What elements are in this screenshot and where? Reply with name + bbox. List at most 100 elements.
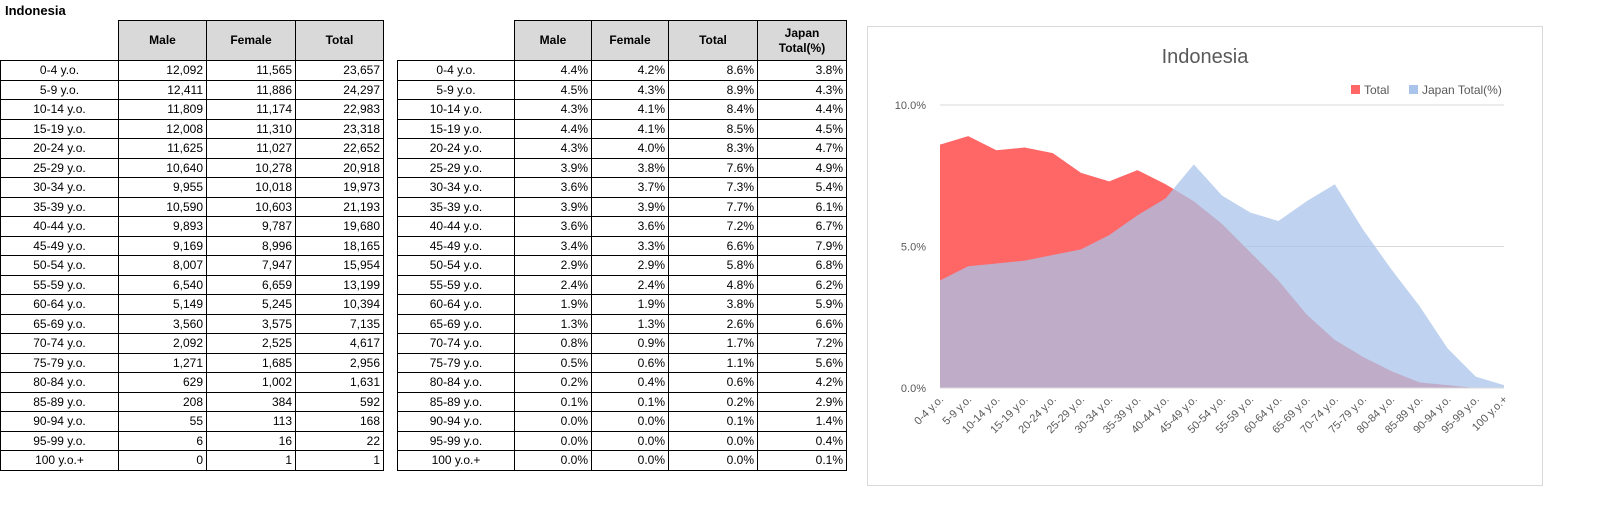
total-cell: 21,193: [295, 196, 384, 217]
header-female: Female: [591, 20, 669, 61]
table-row: 30-34 y.o. 9,955 10,018 19,973: [0, 177, 384, 198]
male-cell: 0.1%: [514, 391, 592, 412]
table-row: 100 y.o.+ 0.0% 0.0% 0.0% 0.1%: [397, 450, 847, 471]
age-label-cell: 85-89 y.o.: [397, 391, 515, 412]
female-cell: 0.0%: [591, 411, 669, 432]
japan-total-cell: 6.7%: [757, 216, 847, 237]
table-row: 55-59 y.o. 2.4% 2.4% 4.8% 6.2%: [397, 274, 847, 295]
japan-total-cell: 4.3%: [757, 79, 847, 100]
table-row: 10-14 y.o. 11,809 11,174 22,983: [0, 99, 384, 120]
male-cell: 3.4%: [514, 235, 592, 256]
age-label-cell: 60-64 y.o.: [397, 294, 515, 315]
male-cell: 55: [118, 411, 207, 432]
table-row: 85-89 y.o. 0.1% 0.1% 0.2% 2.9%: [397, 391, 847, 412]
male-cell: 12,008: [118, 118, 207, 139]
age-label-cell: 20-24 y.o.: [0, 138, 119, 159]
age-label-cell: 40-44 y.o.: [397, 216, 515, 237]
table-row: 75-79 y.o. 1,271 1,685 2,956: [0, 352, 384, 373]
female-cell: 4.1%: [591, 99, 669, 120]
japan-total-cell: 0.4%: [757, 430, 847, 451]
female-cell: 3.8%: [591, 157, 669, 178]
age-label-cell: 85-89 y.o.: [0, 391, 119, 412]
female-cell: 0.4%: [591, 372, 669, 393]
header-total: Total: [668, 20, 758, 61]
total-cell: 15,954: [295, 255, 384, 276]
female-cell: 1,002: [206, 372, 296, 393]
male-cell: 6,540: [118, 274, 207, 295]
table-row: 5-9 y.o. 4.5% 4.3% 8.9% 4.3%: [397, 79, 847, 100]
table-row: 70-74 y.o. 2,092 2,525 4,617: [0, 333, 384, 354]
table-row: 90-94 y.o. 0.0% 0.0% 0.1% 1.4%: [397, 411, 847, 432]
female-cell: 9,787: [206, 216, 296, 237]
female-cell: 4.1%: [591, 118, 669, 139]
age-label-cell: 35-39 y.o.: [397, 196, 515, 217]
female-cell: 3.3%: [591, 235, 669, 256]
legend-swatch: [1351, 85, 1360, 94]
sheet-title: Indonesia: [5, 3, 66, 18]
age-label-cell: 60-64 y.o.: [0, 294, 119, 315]
total-cell: 13,199: [295, 274, 384, 295]
age-label-cell: 10-14 y.o.: [397, 99, 515, 120]
total-cell: 22,983: [295, 99, 384, 120]
male-cell: 3.9%: [514, 157, 592, 178]
total-cell: 24,297: [295, 79, 384, 100]
age-label-cell: 55-59 y.o.: [0, 274, 119, 295]
total-cell: 7.2%: [668, 216, 758, 237]
total-cell: 5.8%: [668, 255, 758, 276]
male-cell: 1.3%: [514, 313, 592, 334]
total-cell: 23,318: [295, 118, 384, 139]
chart-container[interactable]: Indonesia 0.0% 5.0% 10.0% 0-4 y.o. 5-9 y.o.…: [867, 26, 1543, 486]
total-cell: 20,918: [295, 157, 384, 178]
age-label-cell: 15-19 y.o.: [397, 118, 515, 139]
male-cell: 3,560: [118, 313, 207, 334]
total-cell: 1.7%: [668, 333, 758, 354]
male-cell: 208: [118, 391, 207, 412]
male-cell: 1,271: [118, 352, 207, 373]
table-row: 45-49 y.o. 9,169 8,996 18,165: [0, 235, 384, 256]
age-label-cell: 25-29 y.o.: [397, 157, 515, 178]
male-cell: 3.9%: [514, 196, 592, 217]
age-label-cell: 10-14 y.o.: [0, 99, 119, 120]
female-cell: 10,603: [206, 196, 296, 217]
table-row: 65-69 y.o. 1.3% 1.3% 2.6% 6.6%: [397, 313, 847, 334]
male-cell: 9,955: [118, 177, 207, 198]
female-cell: 11,886: [206, 79, 296, 100]
table-row: 25-29 y.o. 10,640 10,278 20,918: [0, 157, 384, 178]
male-cell: 8,007: [118, 255, 207, 276]
total-cell: 0.1%: [668, 411, 758, 432]
age-label-cell: 35-39 y.o.: [0, 196, 119, 217]
table-row: 60-64 y.o. 1.9% 1.9% 3.8% 5.9%: [397, 294, 847, 315]
age-label-cell: 30-34 y.o.: [397, 177, 515, 198]
japan-total-cell: 7.9%: [757, 235, 847, 256]
total-cell: 22: [295, 430, 384, 451]
total-cell: 2.6%: [668, 313, 758, 334]
female-cell: 3.9%: [591, 196, 669, 217]
male-cell: 3.6%: [514, 216, 592, 237]
table-row: 35-39 y.o. 10,590 10,603 21,193: [0, 196, 384, 217]
table-row: 50-54 y.o. 8,007 7,947 15,954: [0, 255, 384, 276]
total-cell: 7.3%: [668, 177, 758, 198]
corner-cell: [398, 21, 515, 61]
age-label-cell: 15-19 y.o.: [0, 118, 119, 139]
table-row: 10-14 y.o. 4.3% 4.1% 8.4% 4.4%: [397, 99, 847, 120]
total-cell: 19,973: [295, 177, 384, 198]
female-cell: 11,565: [206, 60, 296, 81]
table-row: 65-69 y.o. 3,560 3,575 7,135: [0, 313, 384, 334]
total-cell: 4,617: [295, 333, 384, 354]
total-cell: 1.1%: [668, 352, 758, 373]
table-row: 100 y.o.+ 0 1 1: [0, 450, 384, 471]
japan-total-cell: 5.6%: [757, 352, 847, 373]
table-row: 55-59 y.o. 6,540 6,659 13,199: [0, 274, 384, 295]
y-tick-label: 10.0%: [895, 100, 926, 112]
total-cell: 1: [295, 450, 384, 471]
japan-total-cell: 3.8%: [757, 60, 847, 81]
male-cell: 2.4%: [514, 274, 592, 295]
age-label-cell: 55-59 y.o.: [397, 274, 515, 295]
male-cell: 4.3%: [514, 138, 592, 159]
total-cell: 1,631: [295, 372, 384, 393]
japan-total-cell: 6.6%: [757, 313, 847, 334]
male-cell: 9,893: [118, 216, 207, 237]
total-cell: 23,657: [295, 60, 384, 81]
table-row: 0-4 y.o. 12,092 11,565 23,657: [0, 60, 384, 81]
age-label-cell: 5-9 y.o.: [397, 79, 515, 100]
